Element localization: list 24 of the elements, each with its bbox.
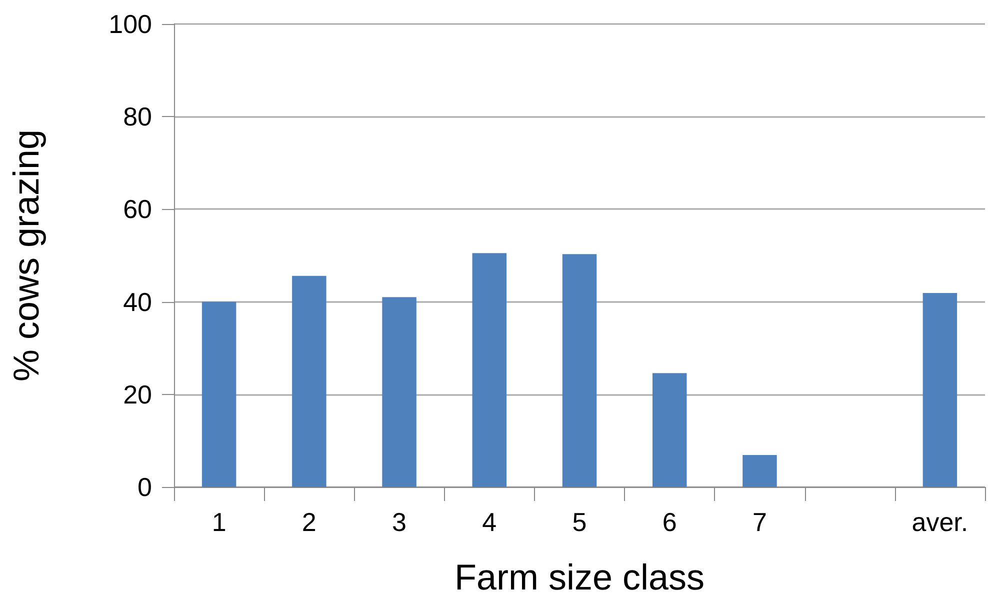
bar bbox=[652, 373, 687, 487]
x-tick-label: aver. bbox=[912, 507, 968, 537]
bar bbox=[562, 254, 597, 487]
y-tick-label: 40 bbox=[123, 286, 152, 317]
x-tick-label: 6 bbox=[662, 507, 677, 537]
bar bbox=[742, 455, 777, 487]
bar bbox=[202, 302, 236, 487]
x-tick-label: 5 bbox=[572, 507, 587, 537]
x-tick-label: 4 bbox=[482, 507, 497, 537]
x-tick-label: 7 bbox=[752, 507, 767, 537]
x-tick-label: 3 bbox=[392, 507, 407, 537]
y-tick-label: 100 bbox=[108, 9, 152, 39]
x-tick-label: 2 bbox=[302, 507, 316, 537]
y-tick-label: 20 bbox=[123, 379, 152, 410]
bar bbox=[382, 297, 416, 487]
bar bbox=[922, 293, 958, 487]
x-tick-label: 1 bbox=[212, 507, 226, 537]
y-axis-title: % cows grazing bbox=[6, 129, 46, 382]
y-tick-label: 0 bbox=[138, 472, 152, 502]
y-tick-label: 80 bbox=[123, 102, 152, 132]
x-axis-title: Farm size class bbox=[454, 556, 705, 598]
bar bbox=[472, 253, 507, 487]
bar bbox=[292, 276, 326, 487]
y-tick-label: 60 bbox=[123, 194, 152, 224]
